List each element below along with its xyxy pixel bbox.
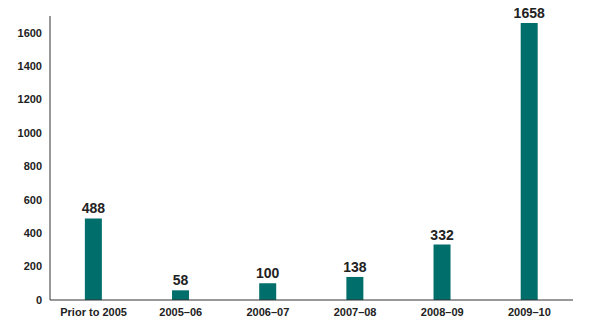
svg-text:2006–07: 2006–07 xyxy=(247,306,290,318)
svg-text:138: 138 xyxy=(343,259,367,275)
svg-text:2005–06: 2005–06 xyxy=(159,306,202,318)
svg-text:2009–10: 2009–10 xyxy=(508,306,551,318)
svg-text:100: 100 xyxy=(256,265,280,281)
svg-text:1600: 1600 xyxy=(18,27,42,39)
svg-text:1658: 1658 xyxy=(514,8,545,21)
svg-text:800: 800 xyxy=(24,160,42,172)
svg-text:1200: 1200 xyxy=(18,93,42,105)
svg-text:200: 200 xyxy=(24,260,42,272)
svg-text:332: 332 xyxy=(430,227,454,243)
svg-text:58: 58 xyxy=(173,272,189,288)
svg-text:488: 488 xyxy=(82,200,106,216)
svg-text:0: 0 xyxy=(36,294,42,306)
svg-text:Prior to 2005: Prior to 2005 xyxy=(60,306,127,318)
svg-text:1400: 1400 xyxy=(18,60,42,72)
svg-text:2007–08: 2007–08 xyxy=(334,306,377,318)
svg-text:600: 600 xyxy=(24,194,42,206)
svg-text:1000: 1000 xyxy=(18,127,42,139)
svg-text:2008–09: 2008–09 xyxy=(421,306,464,318)
svg-text:400: 400 xyxy=(24,227,42,239)
